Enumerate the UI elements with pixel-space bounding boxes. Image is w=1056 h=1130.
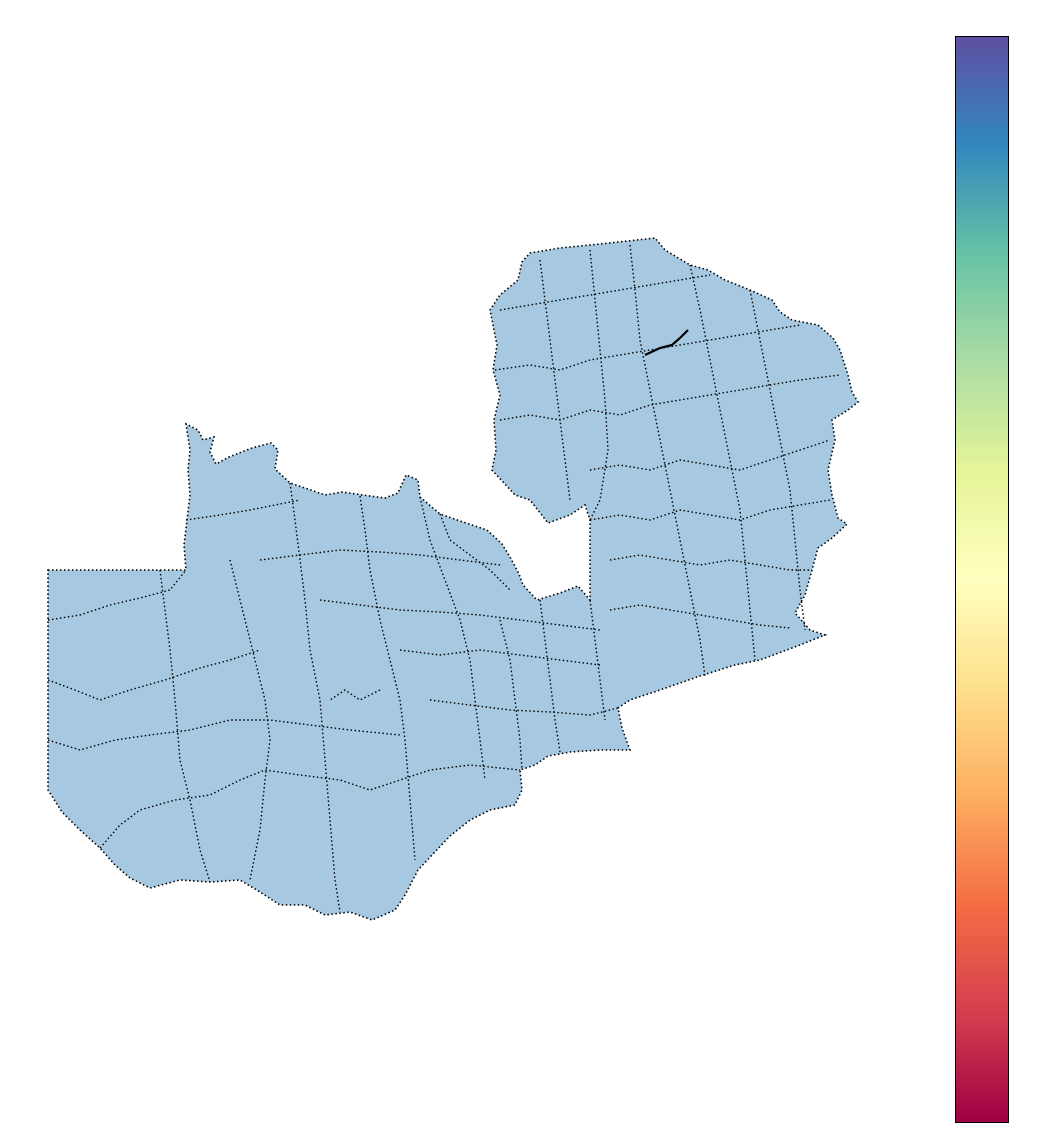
district-boundaries [47, 244, 841, 913]
colorbar [955, 36, 1009, 1123]
zambia-country-shape [47, 237, 860, 921]
lake-feature [644, 329, 689, 356]
zambia-map [47, 237, 860, 921]
